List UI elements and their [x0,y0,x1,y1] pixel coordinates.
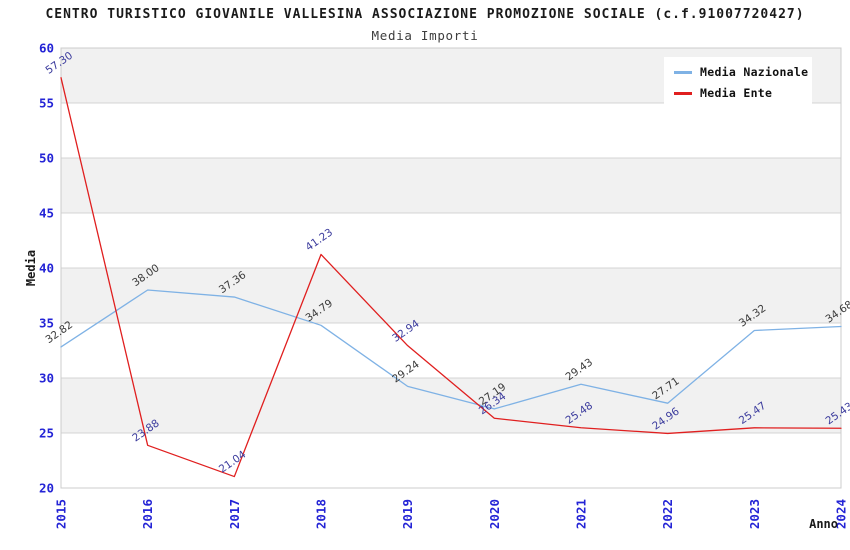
plot-band [61,378,841,433]
x-tick-label: 2019 [400,499,415,529]
y-tick-label: 60 [39,41,54,56]
x-tick-label: 2020 [487,499,502,529]
legend-swatch-media-ente-icon [674,91,692,95]
legend: Media Nazionale Media Ente [664,57,812,108]
series-line-media-ente [60,77,842,478]
legend-item-media-nazionale: Media Nazionale [674,65,808,79]
plot-band [61,158,841,213]
y-tick-label: 30 [39,371,54,386]
legend-label-media-ente: Media Ente [700,86,773,100]
series-line-media-nazionale [60,289,842,410]
legend-item-media-ente: Media Ente [674,86,802,100]
x-tick-label: 2024 [834,499,849,529]
y-axis-title: Media [24,250,38,286]
y-tick-label: 45 [39,206,54,221]
y-tick-label: 40 [39,261,54,276]
y-tick-label: 25 [39,426,54,441]
chart-subtitle: Media Importi [371,28,479,43]
y-tick-label: 55 [39,96,54,111]
plot-frame [60,47,842,489]
point-label: 41.23 [304,226,336,253]
plot-band [61,268,841,323]
x-tick-label: 2022 [660,499,675,529]
x-tick-label: 2018 [314,499,329,529]
x-tick-label: 2017 [227,499,242,529]
y-tick-label: 50 [39,151,54,166]
y-tick-label: 35 [39,316,54,331]
y-tick-label: 20 [39,481,54,496]
x-tick-label: 2021 [574,499,589,529]
x-axis-title: Anno [809,517,838,531]
legend-label-media-nazionale: Media Nazionale [700,65,809,79]
legend-swatch-media-nazionale-icon [674,70,692,74]
x-tick-label: 2016 [140,499,155,529]
x-tick-label: 2023 [747,499,762,529]
chart-title: CENTRO TURISTICO GIOVANILE VALLESINA ASS… [45,7,805,22]
point-label: 21.04 [217,448,249,475]
x-tick-label: 2015 [54,499,69,529]
